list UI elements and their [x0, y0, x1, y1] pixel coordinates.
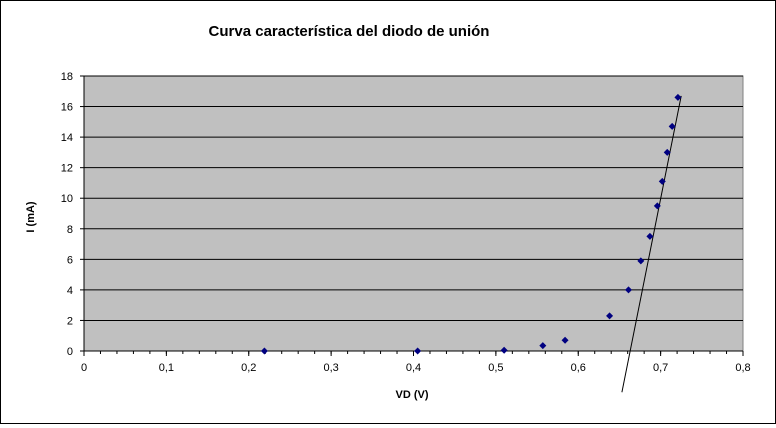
data-point — [624, 286, 632, 294]
data-point — [414, 347, 422, 355]
data-point — [663, 148, 671, 156]
y-tick-label: 14 — [61, 132, 73, 144]
y-tick-label: 0 — [67, 346, 73, 358]
y-tick-label: 8 — [67, 224, 73, 236]
data-point — [561, 336, 569, 344]
data-points — [260, 93, 682, 355]
trendline — [621, 95, 682, 393]
y-tick-label: 12 — [61, 163, 73, 175]
y-tick-label: 2 — [67, 315, 73, 327]
data-point — [674, 93, 682, 101]
chart-title: Curva característica del diodo de unión — [209, 23, 490, 40]
data-point — [637, 257, 645, 265]
x-tick-label: 0,8 — [735, 362, 750, 374]
y-tick-label: 4 — [67, 285, 73, 297]
data-point — [260, 347, 268, 355]
x-tick-label: 0,3 — [323, 362, 338, 374]
axes — [80, 75, 744, 356]
tick-labels: 0 2 4 6 8 10 12 14 16 18 0 0,1 0,2 0,3 0,4 0,5 0,6 0,7 0,8 — [61, 71, 751, 374]
trendline-layer — [621, 95, 682, 393]
data-point — [668, 122, 676, 130]
x-tick-label: 0,6 — [571, 362, 586, 374]
y-axis-label: I (mA) — [25, 201, 37, 233]
x-tick-label: 0,7 — [653, 362, 668, 374]
data-point — [539, 342, 547, 350]
data-point — [653, 202, 661, 210]
plot-area — [83, 75, 744, 352]
y-tick-label: 18 — [61, 71, 73, 83]
data-point — [500, 346, 508, 354]
data-point — [606, 312, 614, 320]
grid-lines — [84, 75, 743, 321]
x-axis-label: VD (V) — [396, 389, 429, 401]
data-point — [646, 232, 654, 240]
data-point — [658, 177, 666, 185]
y-tick-label: 16 — [61, 102, 73, 114]
y-tick-label: 6 — [67, 254, 73, 266]
x-tick-label: 0,2 — [241, 362, 256, 374]
x-tick-label: 0,5 — [488, 362, 503, 374]
x-tick-label: 0 — [81, 362, 87, 374]
y-tick-label: 10 — [61, 193, 73, 205]
x-tick-label: 0,4 — [406, 362, 421, 374]
x-tick-label: 0,1 — [159, 362, 174, 374]
